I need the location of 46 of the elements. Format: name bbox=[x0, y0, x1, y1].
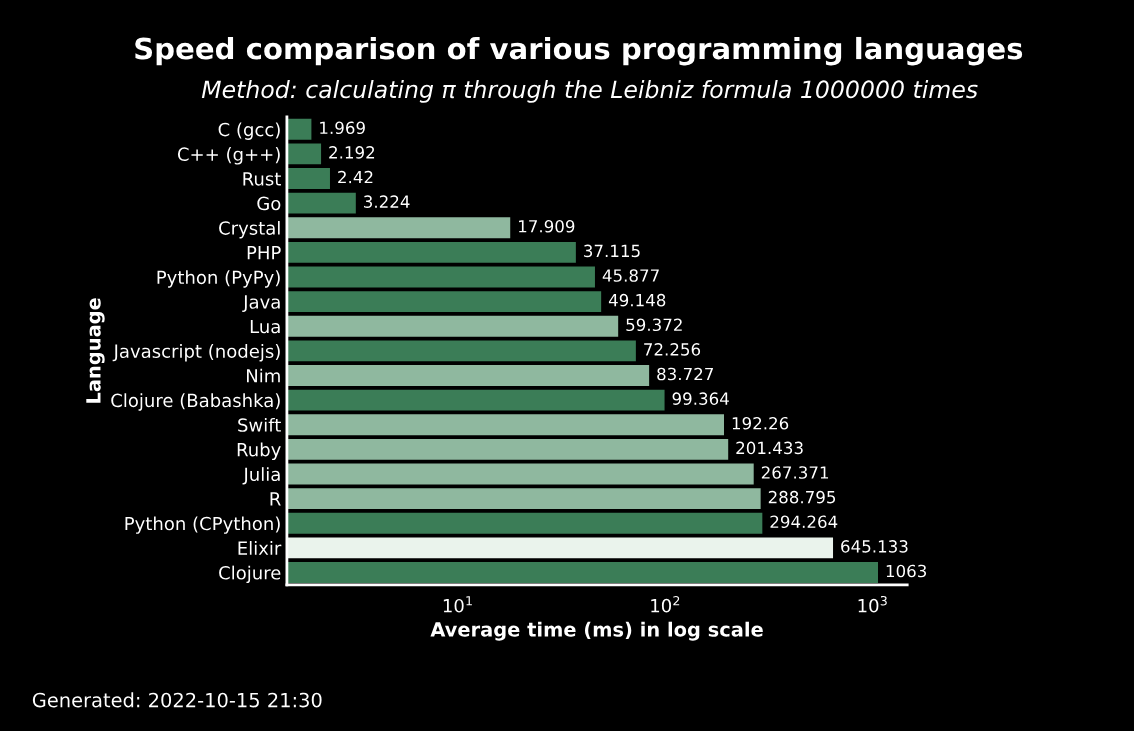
y-tick-label: Ruby bbox=[237, 442, 281, 460]
y-tick-label: Lua bbox=[250, 319, 280, 334]
y-tick-label: C (gcc) bbox=[218, 122, 280, 140]
y-tick-label: Crystal bbox=[219, 220, 280, 239]
data-label: 2.42 bbox=[338, 170, 373, 184]
y-tick-label: Python (PyPy) bbox=[157, 270, 280, 288]
y-axis-title: Language bbox=[86, 298, 105, 403]
data-label: 267.371 bbox=[761, 466, 829, 479]
y-tick-label: Python (CPython) bbox=[125, 516, 280, 534]
y-tick-label: Rust bbox=[243, 172, 281, 186]
data-label: 288.795 bbox=[768, 490, 836, 504]
data-label: 37.115 bbox=[584, 244, 640, 258]
y-tick-label: Elixir bbox=[238, 541, 282, 555]
data-label: 49.148 bbox=[608, 293, 666, 307]
x-tick-label: 10$^{2}$ bbox=[651, 595, 680, 613]
y-tick-label: Swift bbox=[238, 417, 281, 432]
data-label: 45.877 bbox=[602, 269, 659, 282]
y-tick-label: Clojure bbox=[219, 565, 281, 584]
data-label: 3.224 bbox=[364, 195, 410, 208]
data-label: 1063 bbox=[886, 564, 927, 578]
y-tick-label: PHP bbox=[247, 246, 281, 260]
data-label: 645.133 bbox=[841, 540, 908, 553]
y-tick-label: C++ (g++) bbox=[177, 147, 280, 165]
x-tick-label: 10$^{1}$ bbox=[443, 596, 472, 613]
data-label: 83.727 bbox=[657, 367, 713, 381]
chart-title: Speed comparison of various programming languages bbox=[135, 36, 1023, 66]
y-tick-label: Clojure (Babashka) bbox=[111, 393, 280, 411]
y-tick-label: Java bbox=[242, 295, 280, 313]
x-tick-label: 10$^{3}$ bbox=[858, 595, 887, 613]
x-axis-title: Average time (ms) in log scale bbox=[430, 621, 763, 641]
y-tick-label: Javascript (nodejs) bbox=[112, 344, 280, 362]
data-label: 294.264 bbox=[770, 515, 838, 529]
y-tick-label: Julia bbox=[242, 467, 280, 485]
y-tick-label: Go bbox=[257, 196, 281, 211]
data-label: 201.433 bbox=[736, 441, 803, 455]
y-tick-label: R bbox=[270, 492, 281, 506]
data-label: 72.256 bbox=[644, 343, 701, 356]
data-label: 2.192 bbox=[329, 146, 375, 159]
data-label: 59.372 bbox=[626, 318, 682, 332]
y-tick-label: Nim bbox=[247, 368, 280, 383]
chart-subtitle: Method: calculating π through the Leibniz formula 1000000 times bbox=[201, 79, 978, 103]
data-label: 99.364 bbox=[672, 392, 729, 405]
data-label: 1.969 bbox=[320, 121, 365, 135]
data-label: 192.26 bbox=[732, 416, 789, 430]
data-label: 17.909 bbox=[519, 219, 575, 233]
text: Generated: 2022-10-15 21:30 bbox=[32, 692, 322, 708]
